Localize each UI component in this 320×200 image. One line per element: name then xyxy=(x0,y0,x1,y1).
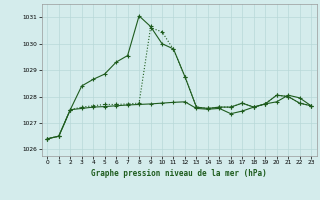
X-axis label: Graphe pression niveau de la mer (hPa): Graphe pression niveau de la mer (hPa) xyxy=(91,169,267,178)
